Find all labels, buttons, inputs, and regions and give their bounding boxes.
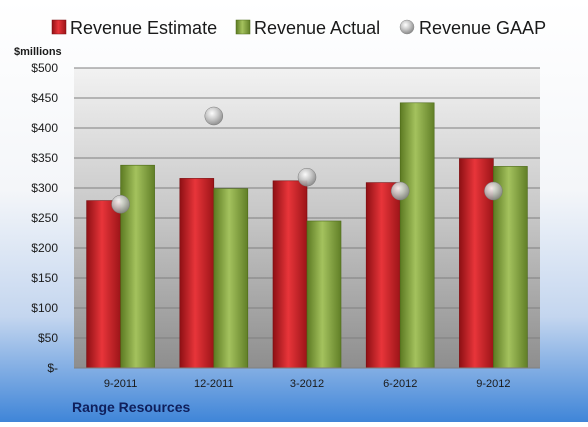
bar-revenue-estimate [272,180,308,369]
x-tick-label: 3-2012 [290,378,324,390]
marker-revenue-gaap [204,106,224,126]
company-name: Range Resources [72,399,190,415]
gaap-markers [111,106,503,214]
legend-label-gaap: Revenue GAAP [419,18,546,38]
legend: Revenue Estimate Revenue Actual Revenue … [51,18,546,38]
y-tick-label: $50 [38,331,58,345]
legend-marker-gaap [399,19,415,35]
marker-revenue-gaap [297,167,317,187]
y-tick-label: $- [47,361,58,375]
x-axis-ticks: 9-2011 12-2011 3-2012 6-2012 9-2012 [104,378,511,390]
legend-swatch-estimate [51,19,67,35]
x-tick-label: 9-2011 [104,378,137,390]
y-axis-ticks: $- $50 $100 $150 $200 $250 $300 $350 $400 $450 $50… [31,61,58,375]
x-tick-label: 12-2011 [194,378,234,390]
bar-revenue-actual [493,166,528,369]
bar-revenue-actual [306,220,342,369]
bar-revenue-estimate [365,182,401,369]
y-tick-label: $450 [31,91,58,105]
y-tick-label: $150 [31,271,58,285]
y-tick-label: $200 [31,241,58,255]
x-tick-label: 9-2012 [476,378,510,390]
bar-revenue-actual [213,188,249,369]
y-axis-unit-label: $millions [14,46,62,58]
bar-revenue-actual [399,102,435,369]
y-tick-label: $400 [31,121,58,135]
marker-revenue-gaap [390,181,410,201]
y-tick-label: $500 [31,61,58,75]
bars [86,102,528,369]
y-tick-label: $100 [31,301,58,315]
bar-revenue-actual [120,164,155,369]
y-tick-label: $350 [31,151,58,165]
marker-revenue-gaap [111,194,130,214]
bar-revenue-estimate [86,200,121,369]
legend-swatch-actual [235,19,251,35]
legend-label-estimate: Revenue Estimate [70,18,217,38]
marker-revenue-gaap [484,181,503,201]
y-tick-label: $300 [31,181,58,195]
x-tick-label: 6-2012 [383,378,417,390]
y-tick-label: $250 [31,211,58,225]
bar-revenue-estimate [179,178,215,369]
legend-label-actual: Revenue Actual [254,18,380,38]
